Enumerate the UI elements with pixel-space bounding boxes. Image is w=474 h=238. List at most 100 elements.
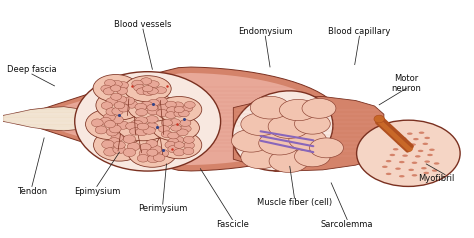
Ellipse shape xyxy=(174,142,184,148)
Polygon shape xyxy=(22,67,342,171)
Ellipse shape xyxy=(434,162,439,165)
Ellipse shape xyxy=(158,126,170,132)
Ellipse shape xyxy=(422,143,428,145)
Ellipse shape xyxy=(173,149,184,156)
Ellipse shape xyxy=(130,120,143,128)
Ellipse shape xyxy=(128,138,177,167)
Ellipse shape xyxy=(423,172,429,174)
Ellipse shape xyxy=(137,123,149,130)
Ellipse shape xyxy=(180,125,191,132)
Polygon shape xyxy=(85,117,153,145)
Ellipse shape xyxy=(147,149,158,156)
Ellipse shape xyxy=(398,143,403,145)
Ellipse shape xyxy=(294,146,330,167)
Ellipse shape xyxy=(111,134,123,142)
Text: Epimysium: Epimysium xyxy=(73,187,120,196)
Ellipse shape xyxy=(432,169,438,172)
Ellipse shape xyxy=(168,132,179,139)
Ellipse shape xyxy=(233,91,333,171)
Ellipse shape xyxy=(126,100,137,108)
Ellipse shape xyxy=(399,175,405,178)
Ellipse shape xyxy=(390,154,395,156)
Ellipse shape xyxy=(103,113,115,121)
Ellipse shape xyxy=(184,101,195,108)
Ellipse shape xyxy=(116,84,127,91)
Ellipse shape xyxy=(142,86,153,92)
Ellipse shape xyxy=(135,117,147,124)
Ellipse shape xyxy=(137,88,148,95)
Ellipse shape xyxy=(96,91,143,120)
Ellipse shape xyxy=(104,79,115,87)
Ellipse shape xyxy=(231,129,271,152)
Ellipse shape xyxy=(168,138,179,145)
Ellipse shape xyxy=(141,101,153,109)
Ellipse shape xyxy=(135,128,148,136)
Ellipse shape xyxy=(156,97,202,123)
Ellipse shape xyxy=(106,108,117,115)
Ellipse shape xyxy=(101,85,112,92)
Ellipse shape xyxy=(123,148,136,157)
Ellipse shape xyxy=(289,129,327,151)
Ellipse shape xyxy=(111,116,123,124)
Ellipse shape xyxy=(174,106,184,113)
Ellipse shape xyxy=(104,148,116,156)
Ellipse shape xyxy=(241,146,280,169)
Polygon shape xyxy=(34,73,330,165)
Ellipse shape xyxy=(280,99,317,121)
Ellipse shape xyxy=(161,131,173,138)
Text: Blood vessels: Blood vessels xyxy=(114,20,172,29)
Ellipse shape xyxy=(117,112,169,141)
Text: Perimysium: Perimysium xyxy=(138,204,187,213)
Ellipse shape xyxy=(146,123,158,130)
Ellipse shape xyxy=(259,131,300,155)
Ellipse shape xyxy=(140,78,152,84)
Ellipse shape xyxy=(180,120,191,126)
Ellipse shape xyxy=(147,88,158,94)
Ellipse shape xyxy=(95,126,107,134)
Text: Fascicle: Fascicle xyxy=(216,220,249,229)
Ellipse shape xyxy=(155,97,167,104)
Ellipse shape xyxy=(424,160,430,163)
Ellipse shape xyxy=(106,98,117,105)
Ellipse shape xyxy=(147,108,159,115)
Polygon shape xyxy=(233,97,384,172)
Ellipse shape xyxy=(146,116,158,123)
Ellipse shape xyxy=(128,142,140,151)
Ellipse shape xyxy=(103,88,114,95)
Ellipse shape xyxy=(402,154,408,157)
Ellipse shape xyxy=(399,161,405,163)
Ellipse shape xyxy=(173,102,183,109)
Ellipse shape xyxy=(241,113,280,136)
Text: Endomysium: Endomysium xyxy=(238,27,292,36)
Ellipse shape xyxy=(126,122,138,130)
Ellipse shape xyxy=(139,149,151,157)
Text: Blood capillary: Blood capillary xyxy=(328,27,391,36)
Ellipse shape xyxy=(93,74,138,102)
Text: Sarcolemma: Sarcolemma xyxy=(321,220,374,229)
Ellipse shape xyxy=(168,146,179,153)
Ellipse shape xyxy=(113,145,125,154)
Ellipse shape xyxy=(182,105,192,112)
Ellipse shape xyxy=(102,140,114,149)
Ellipse shape xyxy=(177,129,188,136)
Ellipse shape xyxy=(167,107,177,114)
Ellipse shape xyxy=(427,154,433,156)
Ellipse shape xyxy=(135,103,146,110)
Ellipse shape xyxy=(114,102,125,109)
Ellipse shape xyxy=(136,109,147,116)
Polygon shape xyxy=(3,107,83,131)
Ellipse shape xyxy=(148,81,159,88)
Ellipse shape xyxy=(101,102,112,109)
Ellipse shape xyxy=(111,80,122,88)
Ellipse shape xyxy=(108,138,120,146)
Ellipse shape xyxy=(424,137,430,139)
Ellipse shape xyxy=(148,99,159,107)
Ellipse shape xyxy=(147,155,159,163)
Text: Motor
neuron: Motor neuron xyxy=(392,74,421,93)
Ellipse shape xyxy=(418,150,423,152)
Ellipse shape xyxy=(123,135,136,143)
Ellipse shape xyxy=(114,141,125,149)
Ellipse shape xyxy=(406,149,411,151)
Ellipse shape xyxy=(165,101,176,108)
Ellipse shape xyxy=(91,119,103,127)
